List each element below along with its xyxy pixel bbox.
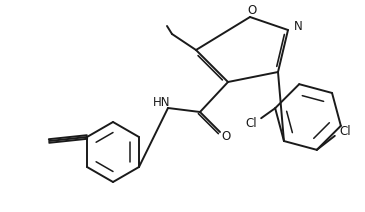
- Text: O: O: [222, 131, 231, 144]
- Text: Cl: Cl: [339, 125, 351, 138]
- Text: N: N: [293, 20, 302, 32]
- Text: Cl: Cl: [245, 117, 257, 130]
- Text: O: O: [247, 4, 257, 18]
- Text: HN: HN: [153, 95, 171, 109]
